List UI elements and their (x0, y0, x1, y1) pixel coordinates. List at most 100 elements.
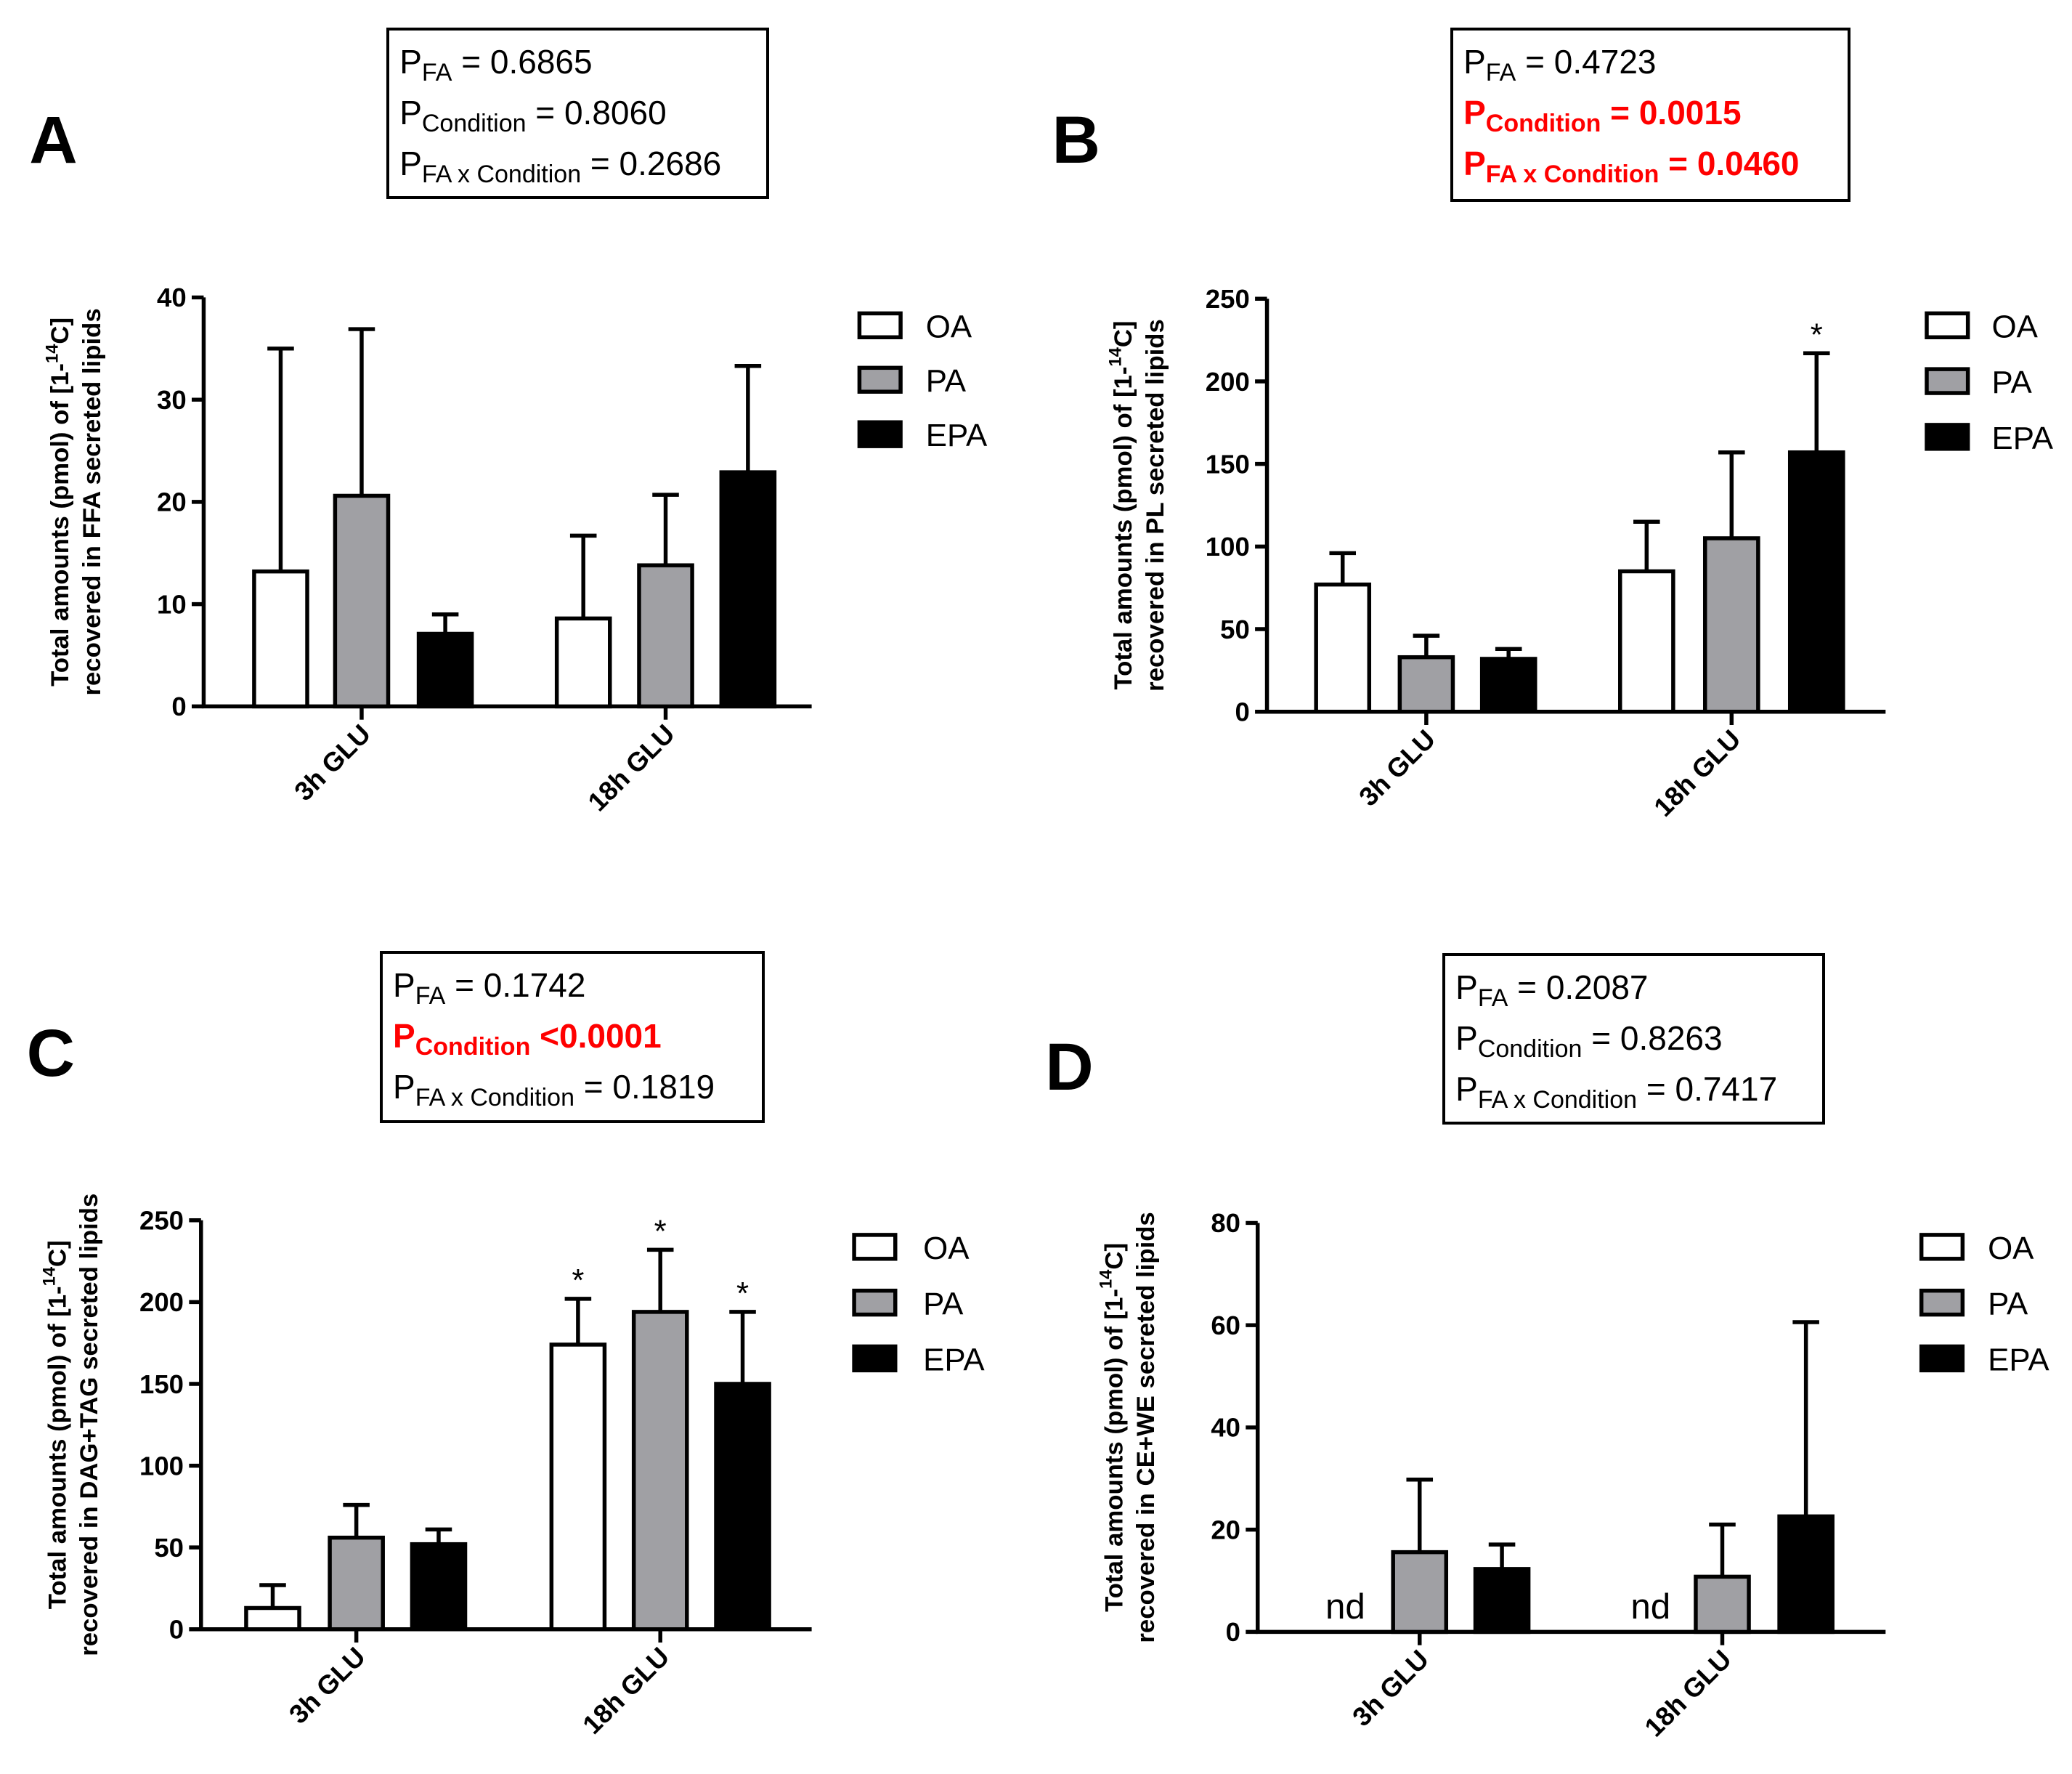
legend-label: EPA (923, 1342, 985, 1377)
p-value: = 0.8060 (526, 94, 667, 132)
y-tick-label: 80 (1211, 1208, 1240, 1238)
y-tick-label: 20 (157, 487, 187, 517)
p-subscript: FA x Condition (1477, 1086, 1638, 1114)
x-category-label: 3h GLU (1346, 1644, 1434, 1732)
p-value: = 0.7417 (1637, 1070, 1778, 1109)
bar-epa (410, 1542, 468, 1632)
y-axis-title-part: C] (1110, 321, 1137, 348)
y-tick-label: 0 (169, 1615, 184, 1645)
bar-oa (244, 1605, 301, 1632)
bar-pa (1702, 536, 1760, 714)
legend-label: OA (1988, 1231, 2034, 1266)
y-tick-label: 50 (154, 1533, 184, 1563)
y-axis-title-line2: recovered in FFA secreted lipids (78, 308, 106, 695)
p-label: P (399, 43, 422, 81)
chart-panel-a: 0 10 20 30 40 3h GLU 18h GLU Total amounts (pmo… (42, 283, 988, 817)
x-category-label: 18h GLU (1648, 724, 1746, 822)
bar-epa (416, 631, 474, 709)
bar-pa (328, 1535, 385, 1632)
y-axis-title-part: C] (46, 317, 74, 344)
bar-pa (631, 1310, 689, 1632)
not-detected-label: nd (1630, 1587, 1670, 1627)
bar-epa (1473, 1567, 1531, 1635)
bar-epa (1787, 450, 1845, 714)
p-value: = 0.2686 (581, 145, 722, 183)
y-tick-label: 60 (1211, 1311, 1240, 1340)
bar-pa (637, 563, 694, 709)
stats-box: PFA = 0.6865 PCondition = 0.8060 PFA x Con… (386, 28, 769, 200)
p-value: = 0.4723 (1516, 43, 1657, 81)
legend-label: OA (1992, 309, 2039, 344)
p-label: P (1463, 94, 1486, 132)
y-axis-title-part: C] (1100, 1243, 1128, 1270)
p-subscript: FA (1485, 59, 1516, 87)
bar-epa (719, 470, 777, 709)
legend-swatch-epa (852, 1344, 898, 1373)
p-value-line: PFA = 0.2087 (1455, 962, 1812, 1013)
y-axis-title-part: C] (44, 1240, 71, 1267)
not-detected-label: nd (1325, 1587, 1365, 1627)
p-subscript: Condition (1477, 1035, 1583, 1064)
y-axis-title-line2: recovered in CE+WE secreted lipids (1132, 1212, 1160, 1643)
legend-swatch-pa (852, 1288, 898, 1317)
legend-label: PA (923, 1287, 964, 1322)
legend-swatch-oa (1919, 1233, 1965, 1261)
legend-label: OA (923, 1231, 970, 1266)
y-axis-title-part: Total amounts (pmol) of [1- (1110, 367, 1137, 690)
p-value-line: PCondition <0.0001 (393, 1010, 752, 1061)
panel-letter: B (1052, 102, 1100, 177)
significance-mark: * (654, 1213, 667, 1249)
p-label: P (1463, 145, 1486, 183)
y-axis-title-part: Total amounts (pmol) of [1- (44, 1286, 71, 1609)
bar-epa (1479, 657, 1537, 714)
p-subscript: FA x Condition (415, 1083, 574, 1111)
significance-mark: * (736, 1276, 749, 1311)
y-axis-title-superscript: 14 (40, 1266, 60, 1286)
chart-panel-d: 0 20 40 60 80 nd nd 3h GLU 18h GLU Total amounts … (1097, 1208, 2050, 1742)
bar-oa (554, 616, 612, 709)
x-category-label: 3h GLU (288, 718, 376, 806)
x-category-label: 3h GLU (283, 1642, 371, 1730)
chart-panel-c: 0 50 100 150 200 250 * * * 3h GLU 18h GLU Total amo… (40, 1194, 986, 1740)
p-label: P (1455, 1019, 1478, 1058)
y-axis-title-line2: recovered in DAG+TAG secreted lipids (76, 1194, 103, 1656)
p-subscript: Condition (415, 1032, 531, 1061)
y-axis-title-superscript: 14 (42, 344, 62, 363)
significance-mark: * (1811, 317, 1823, 352)
y-tick-label: 200 (1206, 367, 1250, 397)
p-label: P (393, 965, 415, 1004)
y-tick-label: 250 (1206, 284, 1250, 314)
y-tick-label: 100 (1206, 532, 1250, 562)
y-tick-label: 0 (1226, 1617, 1240, 1647)
p-label: P (1455, 1070, 1478, 1109)
y-tick-label: 10 (157, 589, 187, 619)
y-axis-title-part: Total amounts (pmol) of [1- (46, 363, 74, 686)
legend-label: PA (1988, 1287, 2028, 1322)
y-tick-label: 40 (1211, 1413, 1240, 1443)
legend-swatch-epa (1919, 1344, 1965, 1373)
p-value-line: PCondition = 0.8060 (399, 87, 756, 138)
p-label: P (399, 145, 422, 183)
legend-swatch-pa (1925, 367, 1970, 395)
p-value: = 0.2087 (1508, 968, 1649, 1007)
x-category-label: 3h GLU (1353, 724, 1441, 812)
p-value: = 0.8263 (1582, 1019, 1723, 1058)
bar-oa (549, 1342, 607, 1632)
bar-pa (333, 493, 391, 709)
y-tick-label: 30 (157, 385, 187, 415)
p-subscript: FA x Condition (421, 161, 582, 189)
y-axis-title: Total amounts (pmol) of [1-14C] (1105, 321, 1137, 690)
p-value-line: PCondition = 0.8263 (1455, 1013, 1812, 1064)
p-subscript: Condition (1485, 110, 1601, 138)
y-axis-title: Total amounts (pmol) of [1-14C] (40, 1240, 72, 1609)
legend-label: EPA (926, 418, 988, 453)
p-subscript: Condition (421, 110, 527, 138)
stats-box: PFA = 0.2087 PCondition = 0.8263 PFA x Con… (1442, 953, 1825, 1125)
p-value-line: PFA x Condition = 0.7417 (1455, 1064, 1812, 1114)
legend-swatch-pa (857, 365, 903, 394)
p-value: = 0.1819 (574, 1067, 715, 1106)
p-value-line: PCondition = 0.0015 (1463, 87, 1837, 138)
x-category-label: 18h GLU (577, 1642, 675, 1740)
legend-label: EPA (1992, 421, 2054, 456)
chart-panel-b: 0 50 100 150 200 250 * 3h GLU 18h GLU Total amoun… (1105, 284, 2053, 822)
